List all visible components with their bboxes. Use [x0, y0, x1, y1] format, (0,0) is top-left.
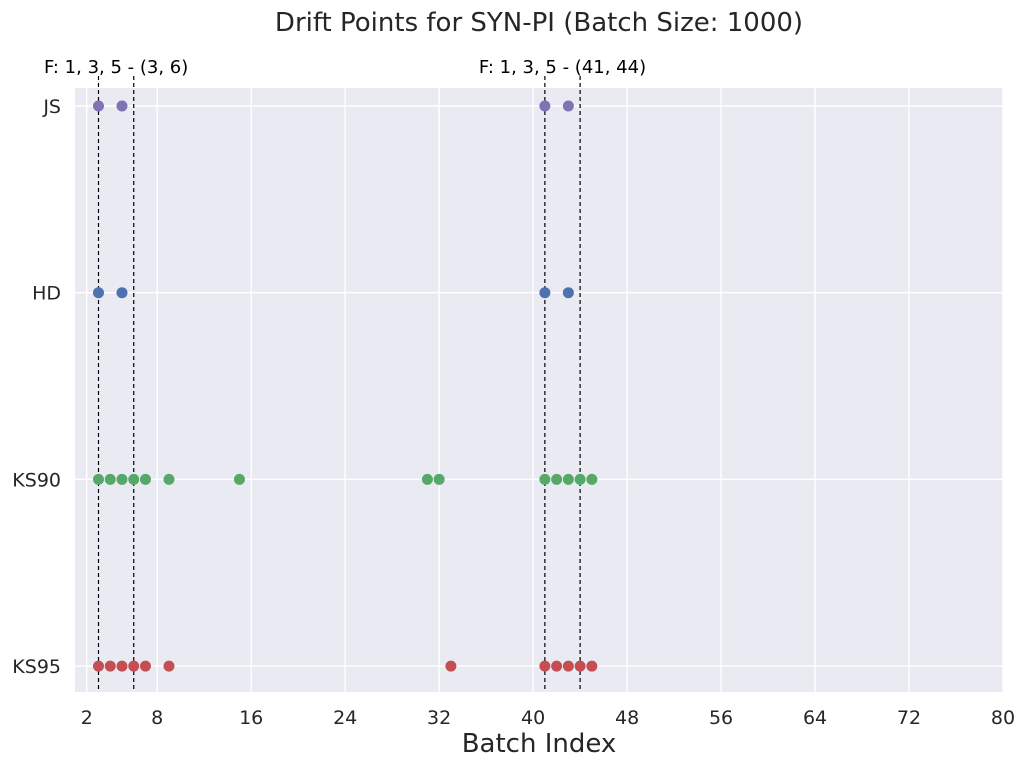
plot-area [75, 88, 1003, 692]
drift-window-label: F: 1, 3, 5 - (3, 6) [44, 57, 188, 78]
point-ks90 [433, 473, 445, 485]
x-tick-labels: 2 8 16 24 32 40 48 56 64 72 80 [81, 707, 1015, 729]
point-ks95 [574, 660, 586, 672]
y-tick-label: JS [42, 96, 61, 118]
point-ks90 [233, 473, 245, 485]
x-tick-label: 48 [615, 707, 639, 729]
point-ks90 [116, 473, 128, 485]
y-tick-label: HD [32, 283, 61, 305]
point-ks90 [551, 473, 563, 485]
x-tick-label: 40 [521, 707, 545, 729]
point-ks90 [92, 473, 104, 485]
point-ks95 [163, 660, 175, 672]
point-ks95 [92, 660, 104, 672]
drift-window-label: F: 1, 3, 5 - (41, 44) [479, 57, 646, 78]
x-tick-label: 32 [427, 707, 451, 729]
point-ks95 [104, 660, 116, 672]
x-tick-label: 72 [897, 707, 921, 729]
x-tick-label: 16 [239, 707, 263, 729]
point-js [539, 100, 551, 112]
point-hd [116, 287, 128, 299]
point-js [116, 100, 128, 112]
y-tick-label: KS90 [12, 469, 61, 491]
x-tick-label: 8 [151, 707, 163, 729]
y-tick-labels: JS HD KS90 KS95 [12, 96, 61, 678]
point-ks95 [551, 660, 563, 672]
point-ks90 [163, 473, 175, 485]
x-tick-label: 64 [803, 707, 827, 729]
point-ks95 [116, 660, 128, 672]
point-ks95 [128, 660, 140, 672]
y-tick-label: KS95 [12, 656, 61, 678]
point-ks95 [586, 660, 598, 672]
x-tick-label: 24 [333, 707, 357, 729]
x-tick-label: 2 [81, 707, 93, 729]
point-ks95 [562, 660, 574, 672]
point-ks90 [574, 473, 586, 485]
point-ks90 [562, 473, 574, 485]
point-ks95 [139, 660, 151, 672]
x-tick-label: 80 [991, 707, 1015, 729]
point-ks90 [128, 473, 140, 485]
x-tick-label: 56 [709, 707, 733, 729]
point-js [562, 100, 574, 112]
point-js [92, 100, 104, 112]
grid-lines [75, 88, 1004, 692]
point-hd [539, 287, 551, 299]
x-axis-label: Batch Index [462, 729, 617, 759]
point-hd [92, 287, 104, 299]
point-ks90 [539, 473, 551, 485]
point-ks95 [445, 660, 457, 672]
data-points [92, 100, 598, 672]
point-ks90 [421, 473, 433, 485]
point-ks90 [104, 473, 116, 485]
point-ks95 [539, 660, 551, 672]
chart-title: Drift Points for SYN-PI (Batch Size: 100… [275, 8, 803, 38]
drift-windows: F: 1, 3, 5 - (3, 6) F: 1, 3, 5 - (41, 44) [44, 57, 646, 692]
point-ks90 [586, 473, 598, 485]
point-hd [562, 287, 574, 299]
point-ks90 [139, 473, 151, 485]
